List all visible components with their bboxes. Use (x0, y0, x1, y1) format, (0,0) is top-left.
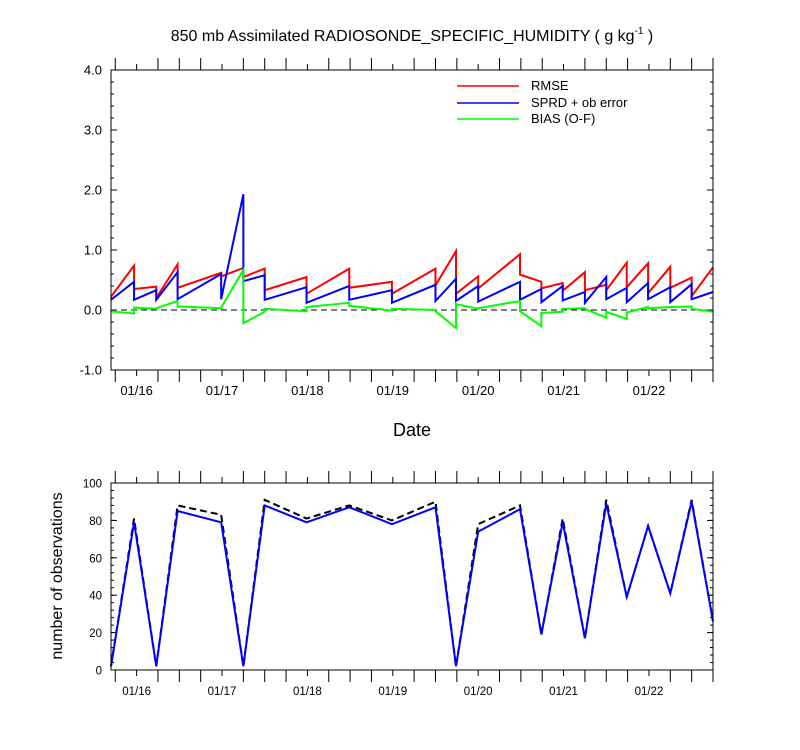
top-chart-title-sup: -1 (635, 26, 644, 37)
top-chart-title-end: ) (643, 28, 653, 45)
legend-label-bias: BIAS (O-F) (531, 111, 595, 126)
top-chart-title-main: 850 mb Assimilated RADIOSONDE_SPECIFIC_H… (171, 28, 635, 45)
bottom-chart-ytick-label: 0 (96, 666, 102, 678)
bottom-chart-xtick-label: 01/22 (635, 686, 664, 698)
bottom-chart-series-assimilated-observations (110, 501, 714, 667)
top-chart-xtick-label: 01/21 (547, 383, 580, 398)
legend-label-sprd: SPRD + ob error (531, 95, 628, 110)
top-chart-panel: -1.0 0.0 1.0 2.0 3.0 4.0 01/16 01/17 01/18 01/19 0… (80, 58, 714, 398)
bottom-chart-ytick-label: 20 (89, 628, 102, 640)
bottom-chart-frame (110, 482, 714, 671)
top-chart-ytick-label: 4.0 (84, 63, 102, 78)
top-chart-ytick-label: 2.0 (84, 183, 102, 198)
top-chart-xtick-label: 01/22 (633, 383, 666, 398)
top-chart-xlabel: Date (393, 420, 431, 440)
top-chart-ytick-label: 0.0 (84, 303, 102, 318)
top-chart-xtick-label: 01/16 (120, 383, 153, 398)
bottom-chart-ytick-label: 100 (83, 479, 102, 491)
top-chart-xtick-label: 01/17 (206, 383, 239, 398)
bottom-chart-xtick-label: 01/16 (122, 686, 151, 698)
bottom-chart-panel: 0 20 40 60 80 100 01/16 01/17 01/18 01/19 01/20 01/… (83, 471, 714, 698)
bottom-chart-ytick-label: 40 (89, 591, 102, 603)
bottom-chart-ylabel: number of observations (49, 492, 66, 659)
bottom-chart-xtick-label: 01/19 (378, 686, 407, 698)
top-chart-ytick-label: -1.0 (80, 363, 102, 378)
top-chart-series-bias-o-f (110, 266, 714, 331)
bottom-chart-ytick-label: 60 (89, 553, 102, 565)
bottom-chart-xtick-label: 01/21 (549, 686, 578, 698)
bottom-chart-xtick-label: 01/17 (208, 686, 237, 698)
bottom-chart-xtick-label: 01/20 (464, 686, 493, 698)
top-chart-xtick-label: 01/19 (377, 383, 410, 398)
top-chart-ytick-label: 1.0 (84, 243, 102, 258)
top-chart-frame (110, 69, 714, 371)
top-chart-series-sprd-ob-error (110, 193, 714, 306)
top-chart-xtick-label: 01/18 (291, 383, 324, 398)
bottom-chart-xtick-label: 01/18 (293, 686, 322, 698)
legend-label-rmse: RMSE (531, 78, 569, 93)
bottom-chart-ytick-label: 80 (89, 516, 102, 528)
top-chart-legend: RMSE SPRD + ob error BIAS (O-F) (457, 78, 628, 126)
top-chart-ytick-label: 3.0 (84, 123, 102, 138)
top-chart-xtick-label: 01/20 (462, 383, 495, 398)
bottom-chart-series-total-observations (110, 498, 714, 667)
top-chart-title: 850 mb Assimilated RADIOSONDE_SPECIFIC_H… (171, 26, 654, 45)
